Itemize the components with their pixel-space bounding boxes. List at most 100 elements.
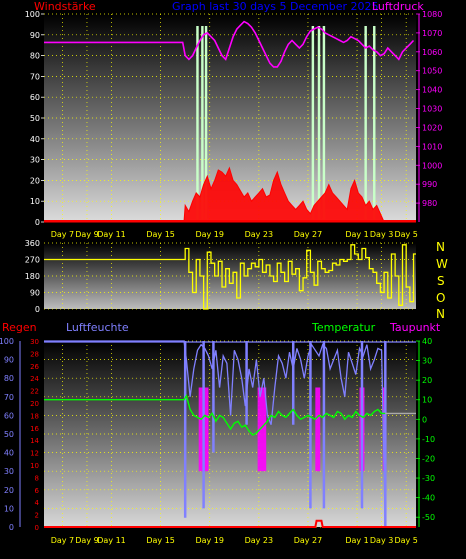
wind-gust-bars: [196, 26, 376, 222]
direction-y-tick: 180: [25, 272, 40, 281]
rain-y-tick: 18: [30, 412, 39, 420]
wind-y-tick: 80: [30, 52, 40, 61]
wind-x-tick: Day 3: [370, 230, 393, 239]
wind-x-tick: Day 5: [394, 230, 417, 239]
wind-x-tick: Day 9: [75, 230, 98, 239]
wind-y-tick: 50: [30, 114, 40, 123]
compass-s: S: [437, 274, 445, 288]
gust-bar-3: [311, 26, 315, 222]
rain-series: [44, 519, 416, 528]
compass-w: W: [436, 257, 448, 271]
humidity-x-tick: Day 11: [97, 536, 126, 545]
wind-panel-ticks: 0102030405060708090100980990100010101020…: [25, 10, 443, 239]
wind-y-tick: 100: [25, 10, 40, 19]
wind-pressure-series: [44, 20, 416, 223]
wind-x-tick: Day 11: [97, 230, 126, 239]
rain-y-tick: 28: [30, 350, 39, 358]
compass-n-bottom: N: [436, 307, 445, 321]
temperature-y-tick: -20: [422, 454, 435, 463]
chart-title: Graph last 30 days 5 December 2025: [172, 0, 379, 13]
wind-x-tick: Day 1: [345, 230, 368, 239]
gust-bar-6: [364, 26, 367, 222]
wind-x-tick: Day 27: [294, 230, 323, 239]
wind-y-tick: 30: [30, 156, 40, 165]
humidity-axis-label: Luftfeuchte: [66, 321, 129, 334]
humidity-x-tick: Day 1: [345, 536, 368, 545]
humidity-y-tick: 40: [4, 449, 14, 458]
gust-bar-0: [196, 26, 199, 222]
wind-y-tick: 0: [35, 218, 40, 227]
rain-y-tick: 4: [35, 499, 40, 507]
pressure-y-tick: 1080: [422, 10, 442, 19]
compass-o: O: [436, 291, 445, 305]
wind-x-tick: Day 19: [195, 230, 224, 239]
pressure-y-tick: 1070: [422, 29, 442, 38]
wind-direction-series: [44, 244, 416, 310]
humidity-x-tick: Day 9: [75, 536, 98, 545]
wind-y-tick: 70: [30, 72, 40, 81]
direction-panel-ticks: 0 90 180 270 360: [25, 239, 40, 314]
rain-y-tick: 14: [30, 437, 39, 445]
pressure-axis-label: Luftdruck: [372, 0, 424, 13]
dewpoint-axis-label: Taupunkt: [389, 321, 441, 334]
pressure-y-tick: 1010: [422, 142, 442, 151]
wind-series: [44, 166, 416, 223]
pressure-y-tick: 1040: [422, 86, 442, 95]
rain-axis-label: Regen: [2, 321, 37, 334]
rain-y-tick: 22: [30, 388, 39, 396]
wind-y-tick: 10: [30, 197, 40, 206]
humidity-x-tick: Day 3: [370, 536, 393, 545]
pressure-y-tick: 1000: [422, 161, 442, 170]
wind-axis-label: Windstärke: [34, 0, 96, 13]
dewpoint-band-1: [257, 387, 267, 472]
humidity-y-tick: 60: [4, 411, 14, 420]
temperature-y-tick: -40: [422, 494, 435, 503]
rain-y-tick: 24: [30, 375, 39, 383]
wind-y-tick: 90: [30, 31, 40, 40]
temperature-y-tick: -10: [422, 435, 435, 444]
humidity-x-tick: Day 27: [294, 536, 323, 545]
wind-y-tick: 40: [30, 135, 40, 144]
pressure-y-tick: 980: [422, 199, 437, 208]
rain-y-tick: 0: [35, 524, 39, 532]
wind-panel-grid: [44, 13, 416, 223]
rain-y-tick: 6: [35, 487, 40, 495]
dewpoint-band-2: [315, 387, 321, 472]
temperature-y-tick: -50: [422, 513, 435, 522]
rain-y-tick: 2: [35, 512, 39, 520]
direction-y-tick: 270: [25, 256, 40, 265]
humidity-panel-background: [44, 341, 416, 527]
temperature-y-tick: 30: [422, 357, 432, 366]
humidity-x-tick: Day 7: [51, 536, 74, 545]
rain-y-tick: 10: [30, 462, 39, 470]
temperature-y-tick: 0: [422, 415, 427, 424]
wind-x-tick: Day 23: [245, 230, 274, 239]
pressure-y-tick: 990: [422, 180, 437, 189]
rain-y-tick: 30: [30, 338, 39, 346]
pressure-y-tick: 1050: [422, 67, 442, 76]
rain-y-tick: 26: [30, 363, 39, 371]
pressure-series: [44, 20, 415, 68]
rain-y-tick: 16: [30, 425, 39, 433]
temperature-y-tick: 10: [422, 396, 432, 405]
direction-y-tick: 90: [30, 289, 40, 298]
temperature-series: [44, 394, 386, 436]
gust-bar-7: [373, 26, 376, 222]
humidity-y-tick: 90: [4, 356, 14, 365]
temperature-y-tick: -30: [422, 474, 435, 483]
rain-y-tick: 20: [30, 400, 39, 408]
humidity-y-tick: 70: [4, 393, 14, 402]
temperature-axis-label: Temperatur: [311, 321, 376, 334]
humidity-y-tick: 20: [4, 486, 14, 495]
wind-y-tick: 60: [30, 93, 40, 102]
humidity-panel-ticks: 0102030405060708090100024681012141618202…: [0, 337, 435, 545]
compass-n-top: N: [436, 240, 445, 254]
wind-direction-series: [44, 244, 416, 310]
humidity-temperature-series: [44, 340, 416, 528]
humidity-x-tick: Day 15: [146, 536, 175, 545]
gust-bar-5: [322, 26, 326, 222]
humidity-y-tick: 100: [0, 337, 14, 346]
humidity-y-tick: 80: [4, 374, 14, 383]
